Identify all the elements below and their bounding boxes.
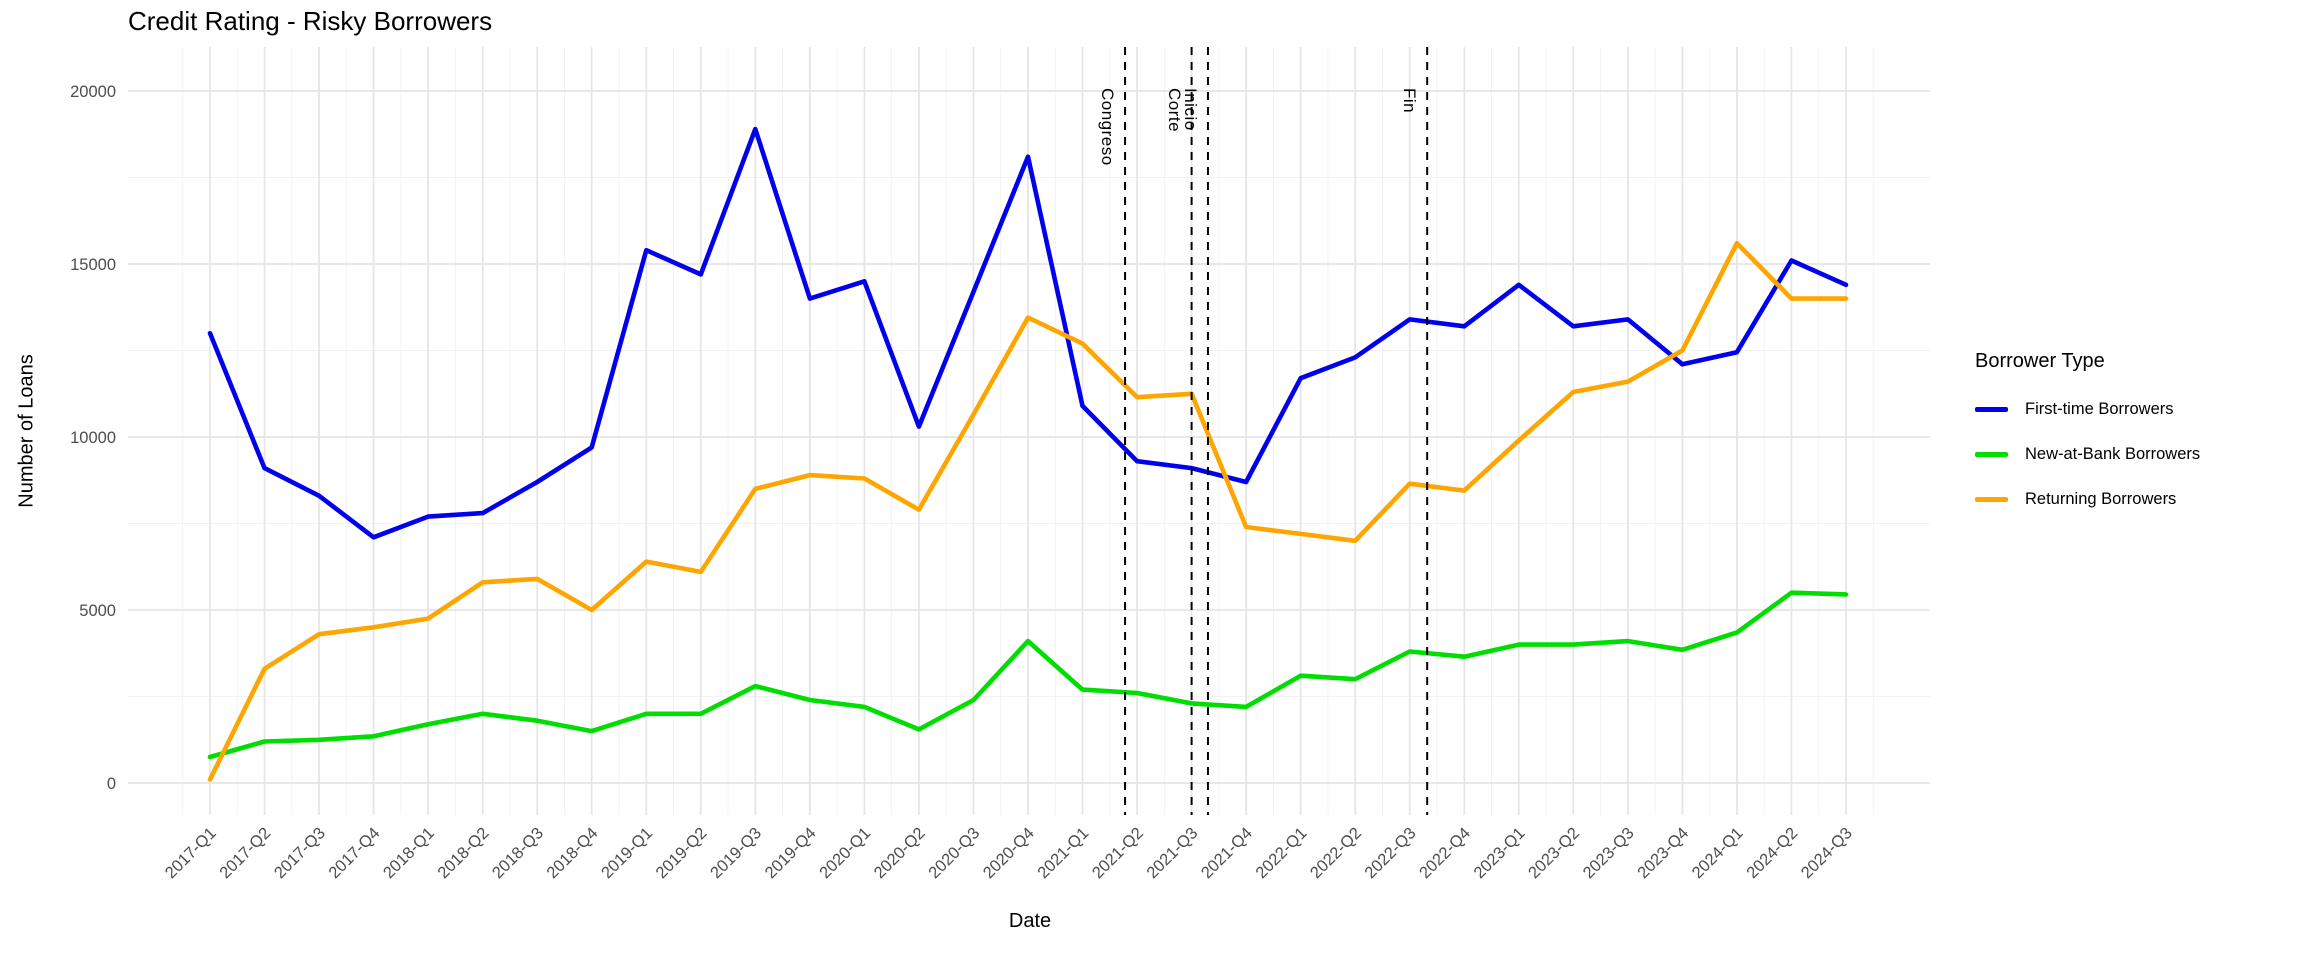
grid-major [128, 47, 1930, 815]
event-line-label-corte: Corte [1165, 88, 1184, 133]
x-tick-label: 2020-Q2 [871, 824, 929, 882]
x-tick-label: 2020-Q3 [925, 824, 983, 882]
x-axis-labels: 2017-Q12017-Q22017-Q32017-Q42018-Q12018-… [162, 824, 1856, 882]
x-tick-label: 2024-Q1 [1689, 824, 1747, 882]
x-tick-label: 2024-Q2 [1743, 824, 1801, 882]
chart-title: Credit Rating - Risky Borrowers [128, 6, 493, 36]
x-tick-label: 2020-Q4 [980, 824, 1038, 882]
x-tick-label: 2018-Q4 [543, 824, 601, 882]
x-tick-label: 2024-Q3 [1798, 824, 1856, 882]
x-tick-label: 2019-Q2 [652, 824, 710, 882]
event-line-label-fin: Fin [1400, 88, 1419, 114]
y-tick-label: 15000 [70, 256, 116, 274]
x-tick-label: 2022-Q2 [1307, 824, 1365, 882]
y-axis-title: Number of Loans [15, 354, 38, 508]
x-axis-title: Date [1008, 910, 1052, 932]
series-line-first-time-borrowers [207, 126, 1849, 540]
x-tick-label: 2023-Q2 [1525, 824, 1583, 882]
x-tick-label: 2021-Q3 [1143, 824, 1201, 882]
legend-title: Borrower Type [1975, 350, 2105, 372]
y-axis-labels: 0 5000 10000 15000 20000 [70, 83, 116, 793]
x-tick-label: 2022-Q1 [1252, 824, 1310, 882]
legend-item-first-time-borrowers: First-time Borrowers [1975, 399, 2200, 419]
x-tick-label: 2018-Q2 [434, 824, 492, 882]
series-line-new-at-bank-borrowers [207, 590, 1849, 760]
y-tick-label: 20000 [70, 83, 116, 101]
x-tick-label: 2017-Q3 [271, 824, 329, 882]
x-tick-label: 2023-Q1 [1470, 824, 1528, 882]
x-tick-label: 2022-Q4 [1416, 824, 1474, 882]
y-tick-label: 5000 [79, 602, 116, 620]
x-tick-label: 2022-Q3 [1361, 824, 1419, 882]
legend-key-line [1975, 496, 2008, 502]
legend-items: First-time Borrowers New-at-Bank Borrower… [1975, 399, 2200, 509]
legend-item-label: Returning Borrowers [2025, 489, 2177, 508]
x-tick-label: 2019-Q4 [762, 824, 820, 882]
x-tick-label: 2023-Q3 [1580, 824, 1638, 882]
y-tick-label: 0 [107, 775, 116, 793]
x-tick-label: 2021-Q1 [1034, 824, 1092, 882]
x-tick-label: 2021-Q4 [1198, 824, 1256, 882]
event-line-label-inicio: Inicio [1181, 88, 1200, 131]
x-tick-label: 2023-Q4 [1634, 824, 1692, 882]
event-vlines [1124, 47, 1429, 815]
x-tick-label: 2017-Q4 [325, 824, 383, 882]
x-tick-label: 2018-Q1 [380, 824, 438, 882]
x-tick-label: 2018-Q3 [489, 824, 547, 882]
x-tick-label: 2017-Q1 [162, 824, 220, 882]
series-line-returning-borrowers [207, 240, 1849, 782]
legend-key-line [1975, 406, 2008, 412]
x-tick-label: 2020-Q1 [816, 824, 874, 882]
y-tick-label: 10000 [70, 429, 116, 447]
legend-item-new-at-bank-borrowers: New-at-Bank Borrowers [1975, 444, 2200, 464]
legend-item-label: First-time Borrowers [2025, 399, 2174, 418]
x-tick-label: 2021-Q2 [1089, 824, 1147, 882]
event-line-label-congreso: Congreso [1098, 88, 1117, 166]
series-lines [207, 126, 1849, 782]
legend-item-label: New-at-Bank Borrowers [2025, 444, 2201, 463]
x-tick-label: 2019-Q3 [707, 824, 765, 882]
legend-key-line [1975, 451, 2008, 457]
legend: Borrower Type First-time Borrowers New-at… [1975, 350, 2200, 534]
x-tick-label: 2017-Q2 [216, 824, 274, 882]
legend-item-returning-borrowers: Returning Borrowers [1975, 489, 2200, 509]
x-tick-label: 2019-Q1 [598, 824, 656, 882]
